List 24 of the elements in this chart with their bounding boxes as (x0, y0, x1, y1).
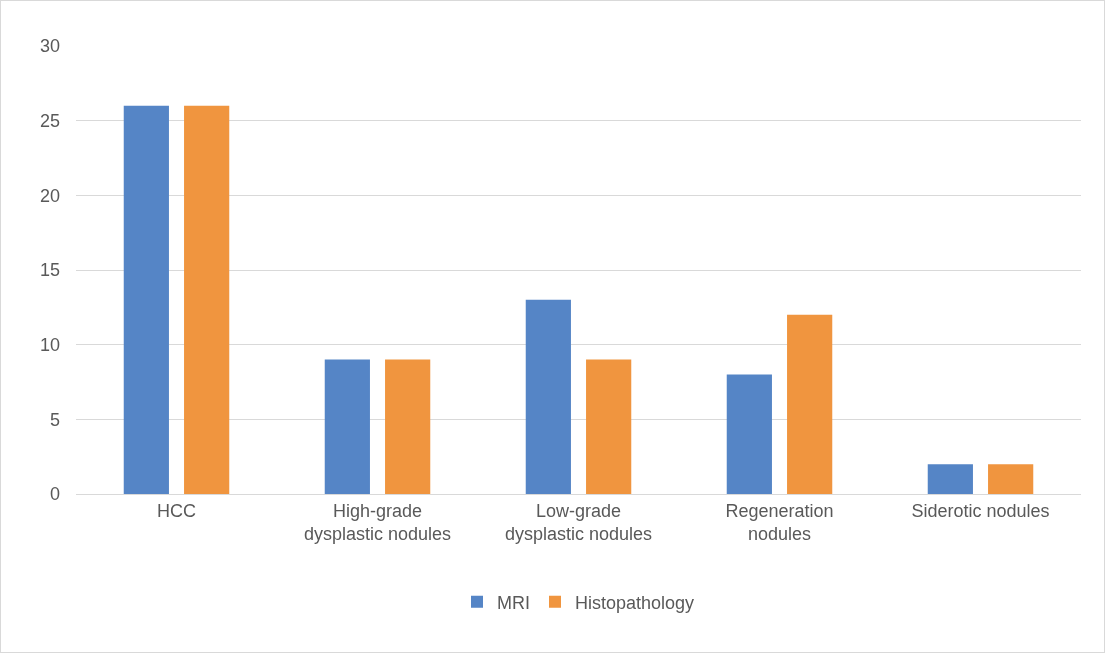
legend-label: MRI (497, 592, 530, 613)
bar (927, 464, 973, 494)
bar (324, 359, 370, 494)
bar (988, 464, 1034, 494)
x-tick-label: High-grade dysplastic nodules (303, 500, 452, 544)
bar (586, 359, 632, 494)
y-tick-label: 5 (49, 409, 60, 430)
y-tick-label: 30 (39, 36, 60, 57)
y-tick-label: 0 (49, 484, 60, 505)
y-tick-label: 15 (39, 260, 60, 281)
x-tick-label: HCC (157, 500, 196, 521)
bar (787, 314, 833, 494)
y-tick-label: 20 (39, 185, 60, 206)
x-tick-label: Regeneration nodules (725, 500, 834, 544)
y-tick-label: 10 (39, 334, 60, 355)
bar (726, 374, 772, 494)
x-tick-label: Siderotic nodules (911, 500, 1050, 521)
bar (184, 105, 230, 494)
bar (525, 299, 571, 494)
bar (385, 359, 431, 494)
y-tick-label: 25 (39, 110, 60, 131)
x-tick-label: Low-grade dysplastic nodules (504, 500, 653, 544)
bar (123, 105, 169, 494)
legend-label: Histopathology (575, 592, 695, 613)
